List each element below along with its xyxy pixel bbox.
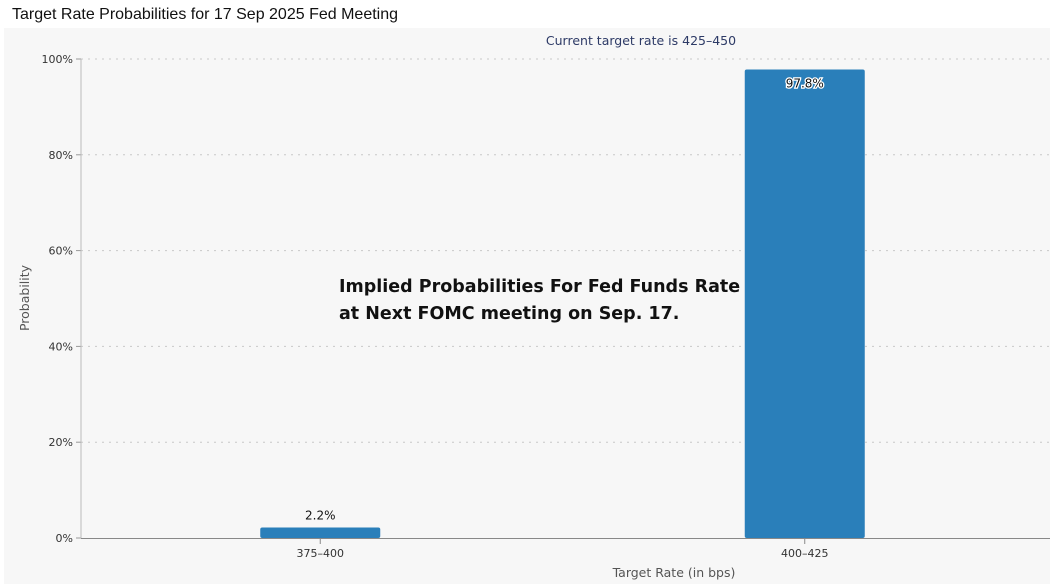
bar-375–400[interactable] [260, 527, 381, 538]
y-tick-label: 20% [49, 436, 73, 449]
chart-subtitle: Current target rate is 425–450 [546, 33, 736, 48]
labels: 2.2% 97.8% [305, 75, 825, 522]
data-label: 97.8% [786, 77, 824, 91]
gridlines [81, 58, 1050, 443]
x-axis-title: Target Rate (in bps) [612, 565, 736, 580]
bars [260, 69, 865, 539]
y-tick-label: 80% [49, 149, 73, 162]
annotation-line-2: at Next FOMC meeting on Sep. 17. [339, 304, 679, 324]
y-axis-title: Probability [17, 264, 32, 331]
data-label: 2.2% [305, 508, 336, 522]
annotation-line-1: Implied Probabilities For Fed Funds Rate [339, 277, 740, 297]
y-tick-label: 60% [49, 245, 73, 258]
y-tick-label: 100% [42, 53, 73, 66]
x-tick-label: 400–425 [781, 547, 829, 560]
chart-panel [4, 28, 1050, 584]
bar-400–425[interactable] [744, 69, 865, 539]
x-tick-label: 375–400 [297, 547, 345, 560]
window-title: Target Rate Probabilities for 17 Sep 202… [12, 6, 399, 23]
y-tick-label: 40% [49, 340, 73, 353]
axes: 0% 20% 40% 60% 80% 100% 375–400 400–425 [42, 53, 1050, 560]
y-tick-label: 0% [56, 532, 73, 545]
